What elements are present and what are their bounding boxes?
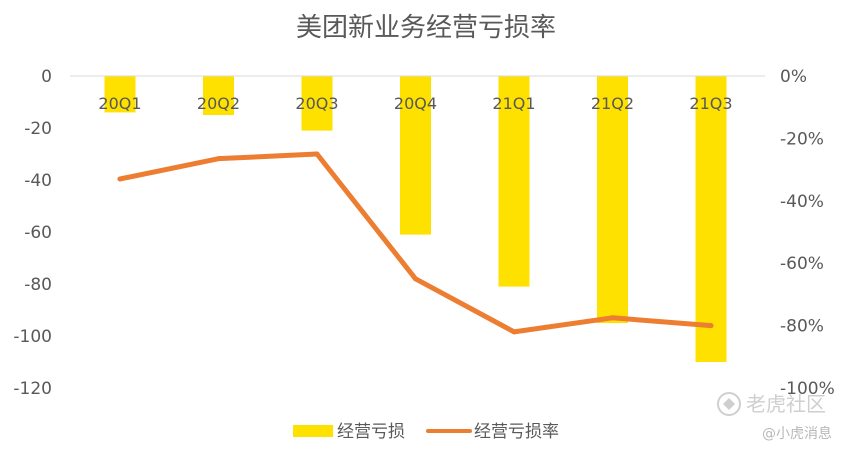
left-tick-label: -20	[24, 119, 52, 139]
left-tick-label: -80	[24, 275, 52, 295]
line-point-21Q1	[511, 329, 517, 335]
category-label: 20Q2	[197, 94, 240, 113]
left-tick-label: 0	[41, 67, 52, 87]
right-tick-label: -20%	[780, 129, 824, 149]
watermark-logo-icon	[717, 392, 741, 416]
bar-20Q4	[400, 76, 431, 235]
category-label: 20Q1	[98, 94, 141, 113]
category-label: 21Q3	[689, 94, 732, 113]
line-point-20Q2	[216, 156, 221, 162]
bar-20Q1	[104, 76, 136, 113]
right-tick-label: -100%	[780, 379, 835, 399]
category-label: 20Q3	[295, 94, 338, 113]
category-axis: 20Q1 20Q2 20Q3 20Q4 21Q1 21Q2 21Q3	[98, 94, 732, 113]
bar-21Q1	[498, 76, 530, 287]
bar-21Q3	[695, 76, 727, 362]
left-tick-label: -40	[24, 171, 52, 191]
legend-label-line: 经营亏损率	[474, 422, 559, 442]
right-tick-label: -40%	[780, 192, 824, 212]
bar-20Q2	[203, 76, 234, 115]
line-point-20Q3	[314, 151, 320, 157]
right-tick-label: 0%	[780, 67, 807, 87]
right-tick-label: -60%	[780, 254, 824, 274]
legend-swatch-bar	[293, 425, 333, 437]
left-tick-label: -60	[24, 223, 52, 243]
left-tick-label: -100	[13, 327, 52, 347]
line-series	[117, 151, 714, 335]
line-point-20Q1	[117, 176, 123, 182]
watermark-handle: @小虎消息	[762, 425, 832, 442]
bar-series	[104, 76, 727, 362]
right-axis: 0% -20% -40% -60% -80% -100%	[780, 67, 835, 399]
category-label: 21Q1	[492, 94, 535, 113]
chart-title: 美团新业务经营亏损率	[296, 13, 556, 43]
category-label: 20Q4	[394, 94, 437, 113]
line-point-21Q2	[610, 315, 615, 321]
left-tick-label: -120	[13, 379, 52, 399]
watermark: 老虎社区 @小虎消息	[717, 392, 832, 442]
watermark-logo-mark	[723, 398, 735, 410]
line-point-21Q3	[708, 323, 714, 329]
bar-20Q3	[301, 76, 333, 131]
right-tick-label: -80%	[780, 317, 824, 337]
line-point-20Q4	[413, 276, 418, 282]
legend-label-bar: 经营亏损	[337, 422, 405, 442]
watermark-brand: 老虎社区	[746, 392, 826, 416]
left-axis: 0 -20 -40 -60 -80 -100 -120	[13, 67, 52, 399]
legend: 经营亏损 经营亏损率	[293, 422, 559, 442]
bar-21Q2	[597, 76, 628, 323]
category-label: 21Q2	[591, 94, 634, 113]
